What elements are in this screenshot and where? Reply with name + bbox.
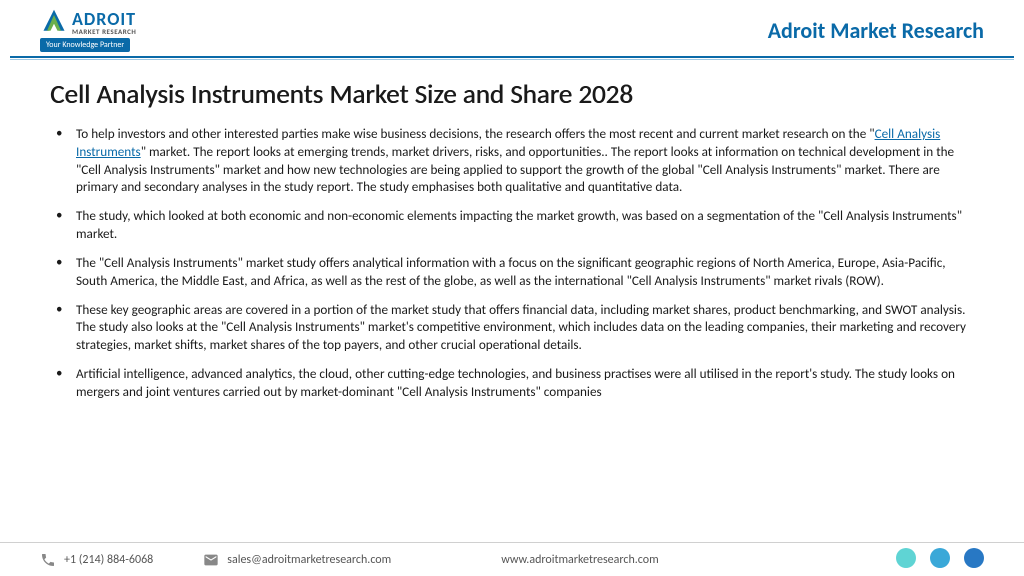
footer-url: www.adroitmarketresearch.com <box>501 553 658 567</box>
logo-icon <box>40 8 68 36</box>
header: ADROIT MARKET RESEARCH Your Knowledge Pa… <box>0 0 1024 56</box>
bullet-list: To help investors and other interested p… <box>50 125 974 401</box>
phone-text: +1 (214) 884-6068 <box>64 553 153 567</box>
bullet-item: To help investors and other interested p… <box>72 125 974 196</box>
bullet-text: " market. The report looks at emerging t… <box>76 143 954 196</box>
footer-phone: +1 (214) 884-6068 <box>40 552 153 568</box>
content-area: Cell Analysis Instruments Market Size an… <box>0 60 1024 401</box>
dot-icon <box>930 548 950 568</box>
bullet-item: The "Cell Analysis Instruments" market s… <box>72 254 974 290</box>
logo-text-main: ADROIT <box>72 10 136 28</box>
dot-icon <box>896 548 916 568</box>
footer: +1 (214) 884-6068 sales@adroitmarketrese… <box>0 542 1024 576</box>
logo-tagline: Your Knowledge Partner <box>40 38 130 52</box>
footer-email: sales@adroitmarketresearch.com <box>203 552 391 568</box>
email-icon <box>203 552 219 568</box>
page-title: Cell Analysis Instruments Market Size an… <box>50 78 974 111</box>
company-name: Adroit Market Research <box>768 17 984 44</box>
logo-block: ADROIT MARKET RESEARCH Your Knowledge Pa… <box>40 8 136 52</box>
bullet-item: These key geographic areas are covered i… <box>72 301 974 354</box>
phone-icon <box>40 552 56 568</box>
dot-icon <box>964 548 984 568</box>
decorative-dots <box>896 548 984 568</box>
bullet-item: Artificial intelligence, advanced analyt… <box>72 365 974 401</box>
email-text: sales@adroitmarketresearch.com <box>227 553 391 567</box>
bullet-item: The study, which looked at both economic… <box>72 207 974 243</box>
logo-text-sub: MARKET RESEARCH <box>72 28 136 35</box>
bullet-text: To help investors and other interested p… <box>76 125 875 142</box>
